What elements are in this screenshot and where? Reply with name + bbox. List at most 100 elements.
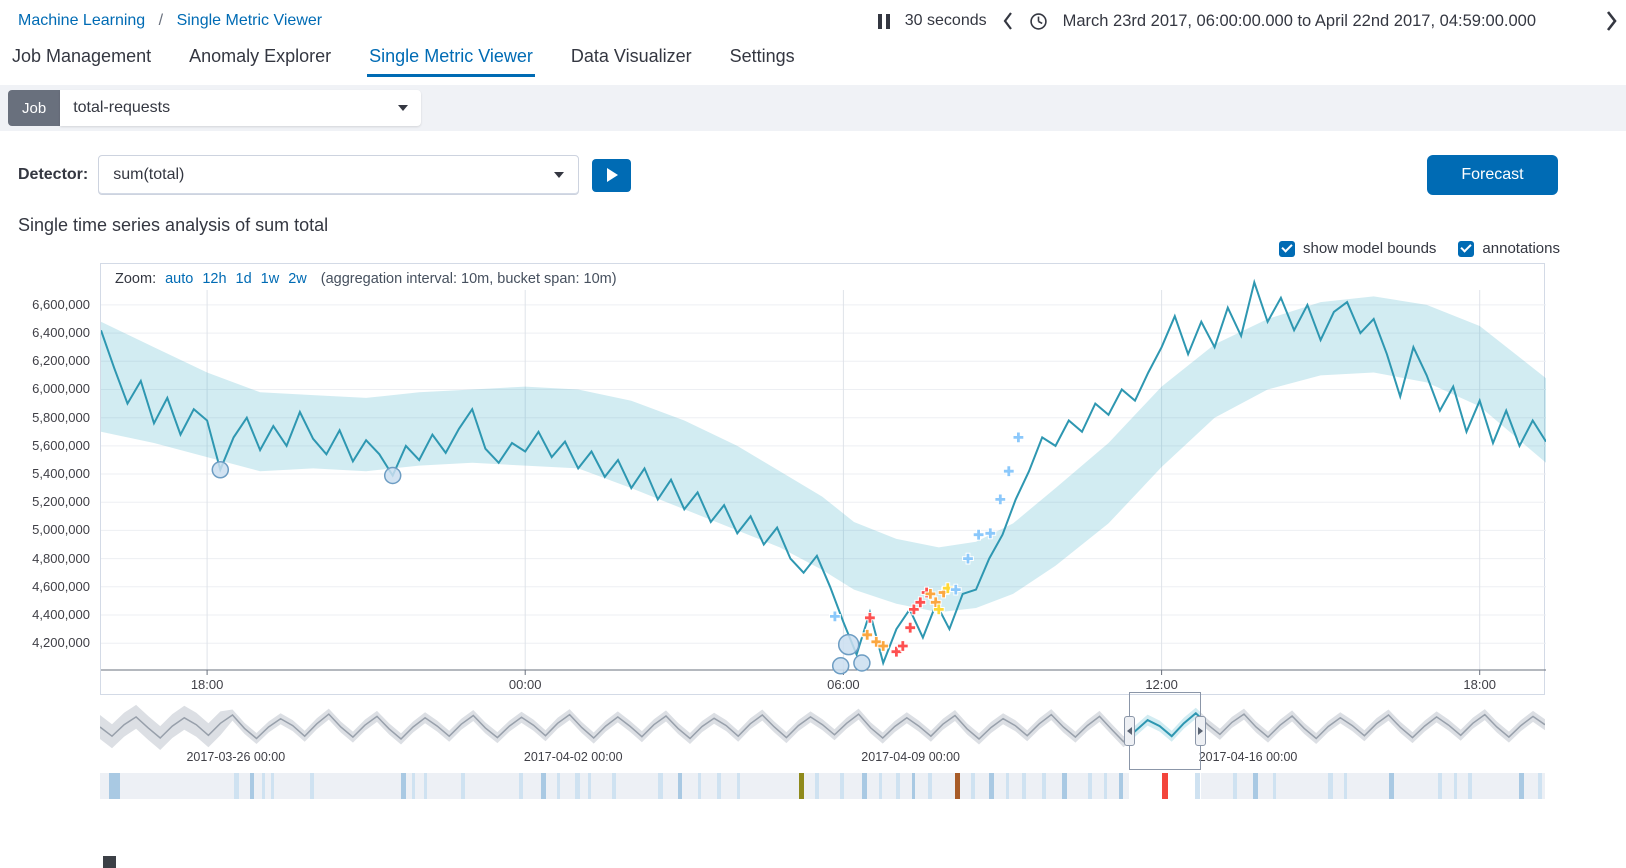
swimlane-cell[interactable] <box>234 773 240 799</box>
swimlane-cell[interactable] <box>412 773 416 799</box>
swimlane-cell[interactable] <box>1537 773 1542 799</box>
swimlane-cell[interactable] <box>423 773 427 799</box>
anomaly-marker-cross[interactable] <box>829 610 841 623</box>
context-chart[interactable]: 2017-03-26 00:00 2017-04-02 00:00 2017-04-… <box>100 692 1545 770</box>
anomaly-marker-cross[interactable] <box>932 603 945 616</box>
zoom-option-2w[interactable]: 2w <box>288 271 307 287</box>
swimlane-cell[interactable] <box>1454 773 1457 799</box>
swimlane-cell[interactable] <box>108 773 120 799</box>
swimlane-cell[interactable] <box>799 773 805 799</box>
swimlane-cell[interactable] <box>1195 773 1201 799</box>
anomaly-marker-cross[interactable] <box>941 582 954 595</box>
swimlane-cell[interactable] <box>1273 773 1277 799</box>
detector-select[interactable]: sum(total) <box>98 155 580 195</box>
breadcrumb-current[interactable]: Single Metric Viewer <box>176 12 323 29</box>
swimlane-cell[interactable] <box>1006 773 1009 799</box>
refresh-interval-label[interactable]: 30 seconds <box>904 12 987 29</box>
anomaly-marker-cross[interactable] <box>949 583 962 596</box>
swimlane-cell-critical[interactable] <box>1162 773 1169 799</box>
anomaly-marker-cross[interactable] <box>864 611 876 624</box>
zoom-option-1w[interactable]: 1w <box>260 271 280 287</box>
zoom-option-1d[interactable]: 1d <box>235 271 252 287</box>
swimlane-cell[interactable] <box>1062 773 1068 799</box>
swimlane-cell[interactable] <box>250 773 255 799</box>
anomaly-marker-circle[interactable] <box>853 654 871 672</box>
anomaly-marker-cross[interactable] <box>984 527 997 540</box>
tab-job-management[interactable]: Job Management <box>12 46 152 66</box>
swimlane-cell[interactable] <box>1328 773 1334 799</box>
swimlane-cell[interactable] <box>678 773 682 799</box>
swimlane-cell[interactable] <box>971 773 976 799</box>
swimlane-cell[interactable] <box>588 773 592 799</box>
swimlane-cell[interactable] <box>839 773 844 799</box>
swimlane-cell[interactable] <box>1344 773 1348 799</box>
swimlane-cell[interactable] <box>400 773 406 799</box>
swimlane-cell[interactable] <box>556 773 560 799</box>
swimlane-cell[interactable] <box>896 773 901 799</box>
tab-anomaly-explorer[interactable]: Anomaly Explorer <box>189 46 332 66</box>
anomaly-marker-cross[interactable] <box>904 621 917 634</box>
brush-handle-right[interactable] <box>1195 716 1207 746</box>
swimlane-cell[interactable] <box>261 773 265 799</box>
timeseries-chart[interactable]: 18:00 00:00 06:00 12:00 18:00 <box>101 264 1546 696</box>
swimlane-cell[interactable] <box>461 773 466 799</box>
anomaly-marker-cross[interactable] <box>896 640 909 652</box>
swimlane-cell[interactable] <box>1253 773 1259 799</box>
swimlane-cell[interactable] <box>1519 773 1524 799</box>
breadcrumb-machine-learning[interactable]: Machine Learning <box>18 12 146 29</box>
swimlane-cell[interactable] <box>1388 773 1394 799</box>
play-button[interactable] <box>592 158 632 192</box>
swimlane-cell[interactable] <box>717 773 721 799</box>
anomaly-swimlane[interactable] <box>100 773 1545 799</box>
swimlane-cell[interactable] <box>1088 773 1093 799</box>
anomaly-marker-cross[interactable] <box>877 640 890 652</box>
swimlane-cell[interactable] <box>611 773 616 799</box>
tab-data-visualizer[interactable]: Data Visualizer <box>570 46 692 66</box>
swimlane-cell[interactable] <box>270 773 274 799</box>
swimlane-cell[interactable] <box>737 773 741 799</box>
brush-handle-left[interactable] <box>1123 716 1135 746</box>
time-back-button[interactable] <box>1002 10 1014 32</box>
swimlane-cell[interactable] <box>519 773 523 799</box>
anomaly-marker-cross[interactable] <box>962 552 974 565</box>
forecast-button[interactable]: Forecast <box>1427 155 1558 195</box>
swimlane-cell[interactable] <box>698 773 702 799</box>
zoom-option-auto[interactable]: auto <box>165 271 194 287</box>
job-select[interactable]: total-requests <box>60 90 422 126</box>
time-forward-button[interactable] <box>1604 8 1618 34</box>
brush-selection[interactable] <box>1123 692 1207 770</box>
anomaly-marker-circle[interactable] <box>831 657 850 675</box>
swimlane-cell[interactable] <box>1468 773 1473 799</box>
anomaly-marker-cross[interactable] <box>890 645 903 658</box>
swimlane-cell[interactable] <box>1232 773 1237 799</box>
anomaly-marker-cross[interactable] <box>908 603 920 616</box>
swimlane-cell[interactable] <box>1042 773 1047 799</box>
swimlane-cell[interactable] <box>575 773 581 799</box>
swimlane-cell[interactable] <box>1021 773 1026 799</box>
swimlane-cell[interactable] <box>928 773 932 799</box>
swimlane-cell[interactable] <box>1438 773 1443 799</box>
swimlane-cell[interactable] <box>540 773 546 799</box>
anomaly-marker-cross[interactable] <box>1002 465 1015 478</box>
anomaly-marker-cross[interactable] <box>861 628 874 641</box>
time-range[interactable]: March 23rd 2017, 06:00:00.000 to April 2… <box>1062 11 1536 30</box>
swimlane-cell[interactable] <box>1118 773 1123 799</box>
anomaly-marker-circle[interactable] <box>211 461 230 479</box>
swimlane-cell[interactable] <box>912 773 916 799</box>
pause-refresh-button[interactable] <box>877 13 890 29</box>
checkbox-annotations[interactable] <box>1458 240 1475 257</box>
swimlane-cell[interactable] <box>815 773 820 799</box>
anomaly-marker-cross[interactable] <box>994 493 1007 506</box>
tab-settings[interactable]: Settings <box>729 46 795 66</box>
swimlane-cell[interactable] <box>955 773 961 799</box>
swimlane-cell[interactable] <box>878 773 882 799</box>
anomaly-marker-circle[interactable] <box>837 633 860 656</box>
swimlane-cell[interactable] <box>309 773 314 799</box>
swimlane-cell[interactable] <box>861 773 867 799</box>
anomaly-marker-circle[interactable] <box>383 466 402 485</box>
anomaly-marker-cross[interactable] <box>972 528 985 541</box>
tab-single-metric-viewer[interactable]: Single Metric Viewer <box>367 46 535 77</box>
swimlane-cell[interactable] <box>988 773 994 799</box>
swimlane-cell[interactable] <box>1104 773 1108 799</box>
zoom-option-12h[interactable]: 12h <box>202 271 227 287</box>
